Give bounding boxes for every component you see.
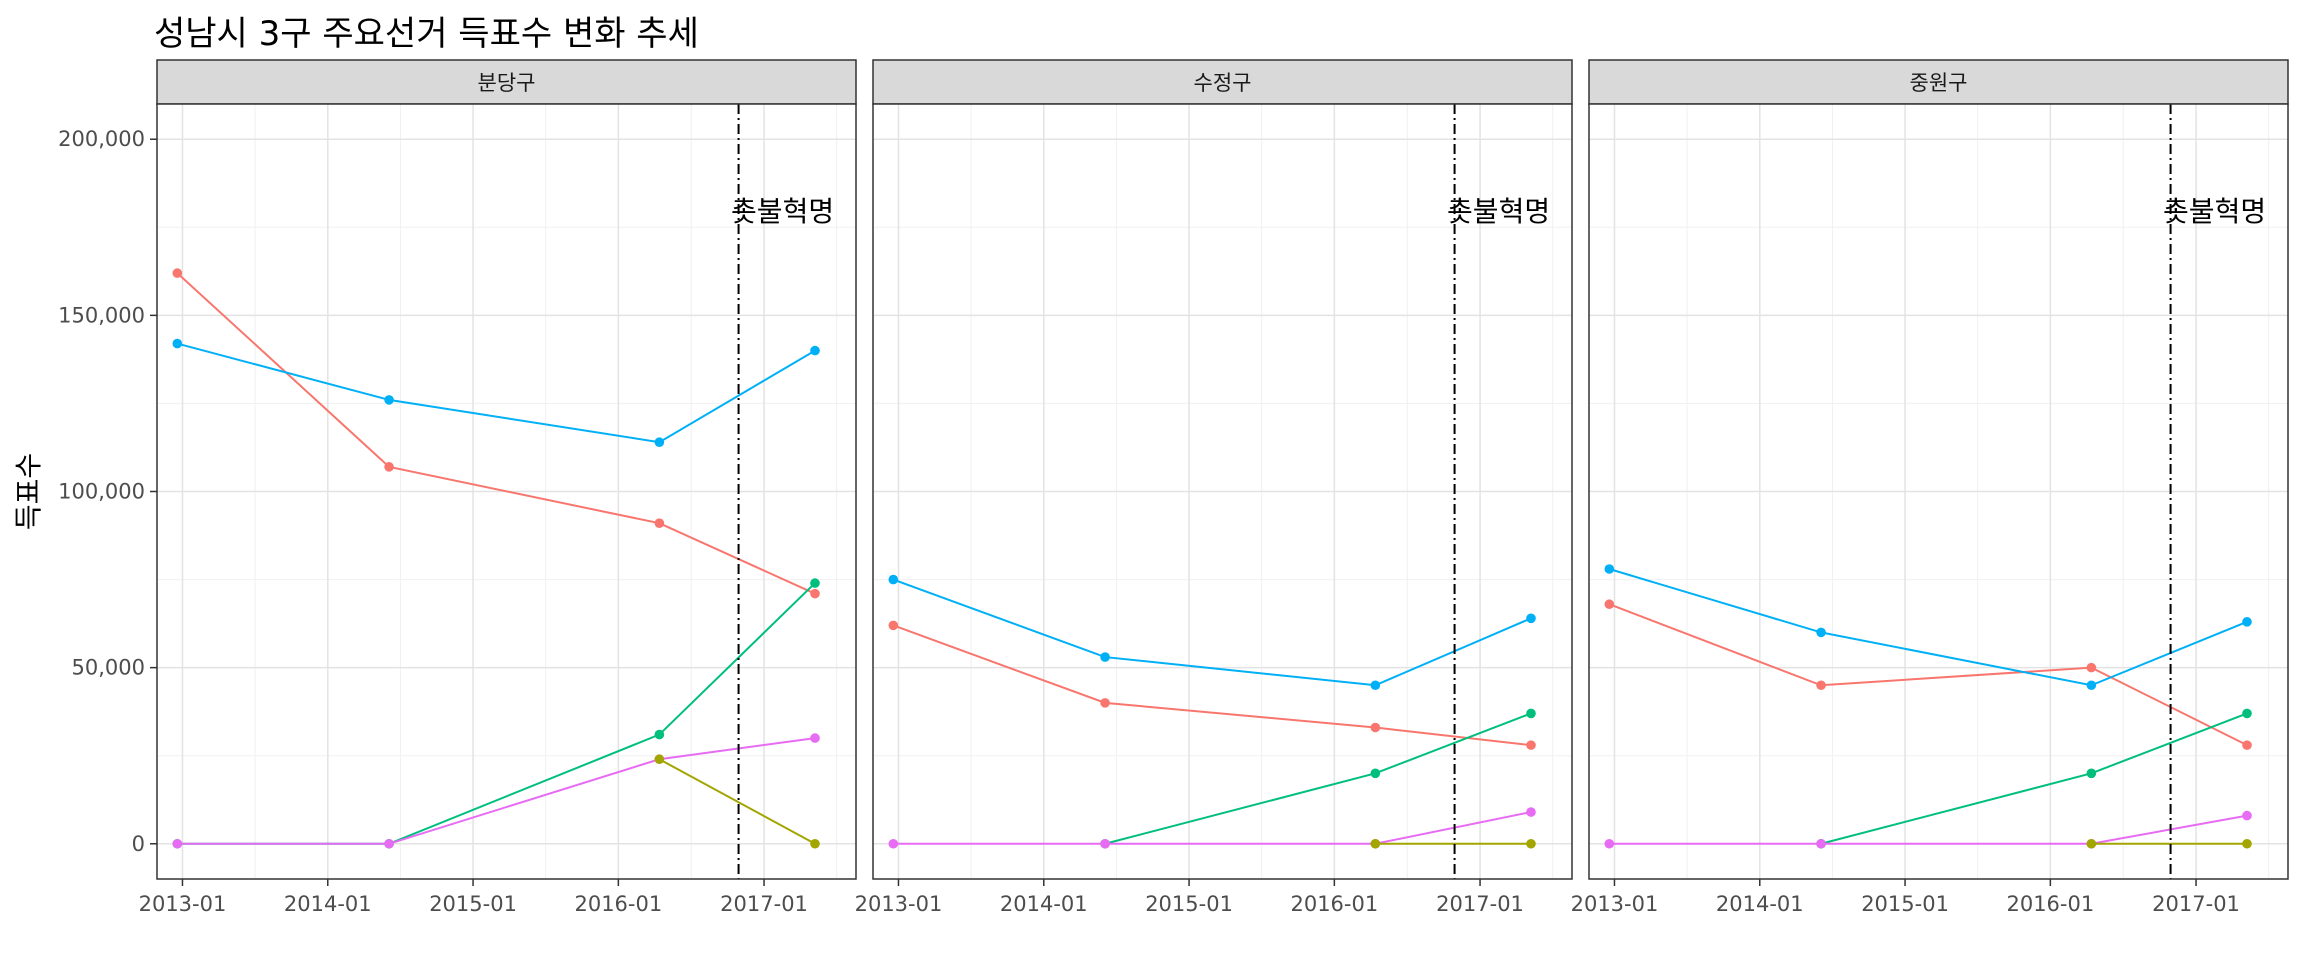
series-line-4 (177, 737, 816, 845)
data-point (1526, 613, 1536, 624)
data-point (2242, 708, 2252, 719)
x-tick-label: 2013-01 (1571, 892, 1659, 916)
series-line-4 (1609, 814, 2248, 845)
facet-strip-label: 중원구 (1910, 71, 1968, 95)
reference-line-label: 촛불혁명 (1447, 195, 1550, 228)
facet-panel-중원구: 중원구 2013-01 2014-01 2015-01 2016-01 2017-01 촛불… (1571, 59, 2289, 916)
data-point (1604, 838, 1615, 849)
x-tick-label: 2017-01 (2152, 892, 2240, 916)
data-point (2086, 768, 2097, 779)
data-point (384, 838, 394, 849)
data-point (888, 838, 899, 849)
data-point (2086, 662, 2097, 673)
data-point (1526, 807, 1536, 817)
data-point (888, 620, 899, 631)
data-point (1604, 564, 1615, 574)
data-point (810, 733, 820, 743)
panel-border (872, 103, 1573, 880)
x-tick-label: 2014-01 (284, 892, 372, 916)
data-point (172, 338, 183, 349)
facet-strip (1588, 59, 2289, 105)
series-line-2 (177, 342, 816, 444)
facet-strip-label: 분당구 (478, 71, 536, 95)
series-line-2 (1609, 568, 2248, 687)
series-line-1 (1608, 603, 2248, 747)
series-line-2 (892, 578, 1532, 687)
data-point (1816, 680, 1826, 691)
data-point (654, 754, 665, 765)
data-point (172, 268, 183, 278)
data-point (1100, 838, 1110, 849)
series-line-4 (893, 811, 1532, 845)
panel-border (156, 103, 857, 880)
y-tick-label: 200,000 (58, 127, 145, 151)
data-point (1816, 838, 1826, 849)
data-point (654, 518, 665, 529)
x-tick-label: 2014-01 (1000, 892, 1088, 916)
data-point (888, 574, 899, 585)
y-tick-label: 100,000 (58, 480, 145, 504)
data-point (1604, 599, 1615, 610)
data-point (1816, 627, 1826, 638)
data-point (1370, 722, 1381, 733)
x-tick-label: 2015-01 (1861, 892, 1949, 916)
data-point (1526, 708, 1536, 719)
data-point (1370, 680, 1381, 691)
reference-line-label: 촛불혁명 (2163, 195, 2266, 228)
data-point (810, 838, 820, 849)
x-tick-label: 2014-01 (1716, 892, 1804, 916)
x-tick-label: 2016-01 (1290, 892, 1378, 916)
data-point (1370, 838, 1381, 849)
series-line-1 (892, 624, 1532, 747)
data-point (172, 838, 183, 849)
facet-strip (872, 59, 1573, 105)
data-point (1526, 740, 1536, 750)
data-point (2086, 680, 2097, 691)
reference-line-label: 촛불혁명 (731, 195, 834, 228)
data-point (1100, 698, 1110, 708)
data-point (2242, 617, 2252, 627)
data-point (810, 345, 820, 356)
chart-title: 성남시 3구 주요선거 득표수 변화 추세 (154, 14, 699, 54)
panel-border (1588, 103, 2289, 880)
series-line-5 (658, 758, 816, 845)
y-axis-title: 득표수 (12, 453, 45, 530)
data-point (1100, 652, 1110, 662)
data-point (384, 462, 394, 472)
x-tick-label: 2015-01 (1145, 892, 1233, 916)
x-tick-label: 2016-01 (2006, 892, 2094, 916)
data-point (810, 588, 820, 599)
data-point (2242, 838, 2252, 849)
facet-strip-label: 수정구 (1194, 71, 1252, 95)
y-tick-label: 0 (132, 832, 145, 856)
facet-strip (156, 59, 857, 105)
series-line-1 (176, 272, 816, 595)
y-tick-label: 50,000 (72, 656, 145, 680)
data-point (2086, 838, 2097, 849)
x-tick-label: 2017-01 (1436, 892, 1524, 916)
y-tick-label: 150,000 (58, 303, 145, 327)
x-tick-label: 2013-01 (139, 892, 227, 916)
data-point (654, 437, 665, 447)
x-tick-label: 2017-01 (720, 892, 808, 916)
data-point (2242, 740, 2252, 750)
data-point (384, 395, 394, 405)
x-tick-label: 2015-01 (429, 892, 517, 916)
data-point (654, 729, 665, 740)
data-point (1370, 768, 1381, 779)
data-point (2242, 810, 2252, 821)
data-point (810, 578, 820, 588)
facet-panel-수정구: 수정구 2013-01 2014-01 2015-01 2016-01 2017-01 촛불… (855, 59, 1573, 916)
x-tick-label: 2013-01 (855, 892, 943, 916)
data-point (1526, 838, 1536, 849)
facet-panel-분당구: 분당구 2013-01 2014-01 2015-01 2016-01 2017-01 촛불… (139, 59, 857, 916)
x-tick-label: 2016-01 (574, 892, 662, 916)
